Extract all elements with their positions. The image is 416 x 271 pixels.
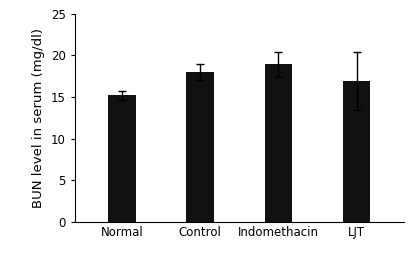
Bar [343, 81, 370, 222]
Bar [108, 95, 136, 222]
Bar [265, 64, 292, 222]
Y-axis label: BUN level in serum (mg/dl): BUN level in serum (mg/dl) [32, 28, 45, 208]
Bar [186, 72, 214, 222]
